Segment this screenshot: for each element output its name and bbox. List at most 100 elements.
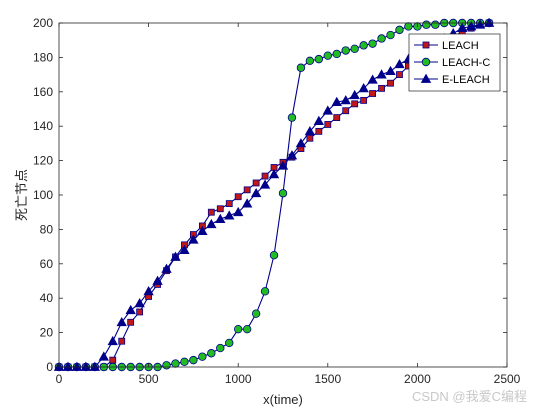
y-tick-label: 0 <box>46 360 53 374</box>
data-point-e-leach <box>116 316 127 327</box>
data-point-e-leach <box>89 361 101 371</box>
y-tick-label: 180 <box>33 50 53 64</box>
data-point-e-leach <box>206 218 217 229</box>
legend-label-leach-c: LEACH-C <box>442 57 490 69</box>
data-point-e-leach <box>170 251 181 261</box>
data-point-e-leach <box>250 187 262 198</box>
data-point-leach <box>378 84 385 92</box>
data-point-e-leach <box>474 19 486 29</box>
data-point-leach-c <box>225 338 234 348</box>
data-point-leach <box>118 337 126 345</box>
data-point-leach-c <box>341 46 350 55</box>
data-point-e-leach <box>322 105 333 115</box>
legend-marker-leach <box>422 41 430 49</box>
data-point-e-leach <box>385 65 396 76</box>
data-point-leach <box>225 200 233 208</box>
legend: LEACH LEACH-C E-LEACH <box>408 33 501 92</box>
data-point-leach-c <box>404 22 413 31</box>
data-point-leach-c <box>251 309 261 318</box>
data-point-leach <box>351 100 359 108</box>
data-point-e-leach <box>179 244 190 254</box>
data-point-leach-c <box>359 41 368 50</box>
data-point-leach-c <box>269 250 279 260</box>
legend-label-leach: LEACH <box>442 40 479 52</box>
y-tick-label: 60 <box>40 257 54 271</box>
data-point-leach <box>396 71 403 78</box>
data-point-leach-c <box>171 359 180 368</box>
data-point-e-leach <box>457 22 468 33</box>
y-tick-label: 140 <box>33 119 53 133</box>
y-tick-label: 80 <box>40 222 54 236</box>
data-point-e-leach <box>71 361 83 371</box>
y-axis-label: 死亡节点 <box>14 169 29 221</box>
x-tick-label: 2500 <box>494 372 521 386</box>
data-point-e-leach <box>233 206 244 217</box>
data-point-e-leach <box>98 351 109 361</box>
data-point-leach <box>387 79 394 87</box>
data-point-leach-c <box>323 51 332 60</box>
data-point-e-leach <box>224 210 235 220</box>
data-point-leach <box>136 308 144 316</box>
data-point-leach <box>216 205 224 213</box>
x-axis-label: x(time) <box>263 392 303 407</box>
data-point-e-leach <box>304 126 316 136</box>
x-tick-label: 1000 <box>225 372 252 386</box>
data-point-e-leach <box>394 58 405 69</box>
data-point-leach-c <box>207 349 216 358</box>
data-point-e-leach <box>349 89 360 100</box>
data-point-e-leach <box>152 275 163 285</box>
data-point-e-leach <box>340 95 351 105</box>
data-point-leach <box>315 127 323 135</box>
data-point-leach <box>369 90 377 97</box>
data-point-leach <box>261 172 269 180</box>
data-point-leach-c <box>278 189 288 198</box>
data-point-leach <box>324 121 332 128</box>
data-point-leach-c <box>332 49 341 59</box>
data-point-e-leach <box>62 361 74 371</box>
y-tick-label: 200 <box>33 16 53 30</box>
data-point-leach-c <box>314 54 324 64</box>
data-point-leach-c <box>431 20 440 29</box>
data-point-leach-c <box>189 355 198 365</box>
data-point-leach-c <box>386 30 395 40</box>
data-point-leach-c <box>162 361 171 370</box>
y-tick-label: 160 <box>33 85 53 99</box>
data-point-leach-c <box>395 25 404 35</box>
data-point-e-leach <box>143 286 154 296</box>
data-point-e-leach <box>483 17 495 27</box>
data-point-leach-c <box>216 343 225 353</box>
data-point-leach-c <box>368 39 377 48</box>
x-tick-label: 0 <box>56 372 63 386</box>
data-point-e-leach <box>331 96 342 107</box>
data-point-e-leach <box>241 198 253 208</box>
data-point-leach-c <box>287 113 297 122</box>
data-point-e-leach <box>197 225 208 236</box>
x-tick-label: 500 <box>139 372 159 386</box>
watermark: CSDN @我爱C编程 <box>411 389 527 404</box>
data-point-e-leach <box>367 74 378 84</box>
data-point-e-leach <box>259 179 271 189</box>
data-point-leach-c <box>180 357 189 367</box>
data-point-leach-c <box>350 44 359 53</box>
data-point-leach <box>109 356 117 364</box>
x-tick-label: 1500 <box>314 372 341 386</box>
data-point-e-leach <box>295 138 307 148</box>
data-point-e-leach <box>376 69 387 79</box>
data-point-leach <box>333 114 341 121</box>
y-tick-label: 40 <box>40 291 54 305</box>
data-point-leach-c <box>242 324 252 334</box>
data-point-leach <box>360 97 368 104</box>
data-point-leach <box>127 318 135 326</box>
data-point-leach <box>252 179 260 187</box>
x-tick-label: 2000 <box>404 372 431 386</box>
data-point-leach <box>306 134 314 142</box>
data-point-e-leach <box>80 361 92 371</box>
data-point-e-leach <box>107 335 118 346</box>
data-point-e-leach <box>188 234 199 244</box>
data-point-e-leach <box>125 304 136 315</box>
data-point-e-leach <box>134 298 145 308</box>
data-point-e-leach <box>313 115 325 125</box>
data-point-e-leach <box>268 169 280 179</box>
data-point-leach-c <box>296 63 306 72</box>
